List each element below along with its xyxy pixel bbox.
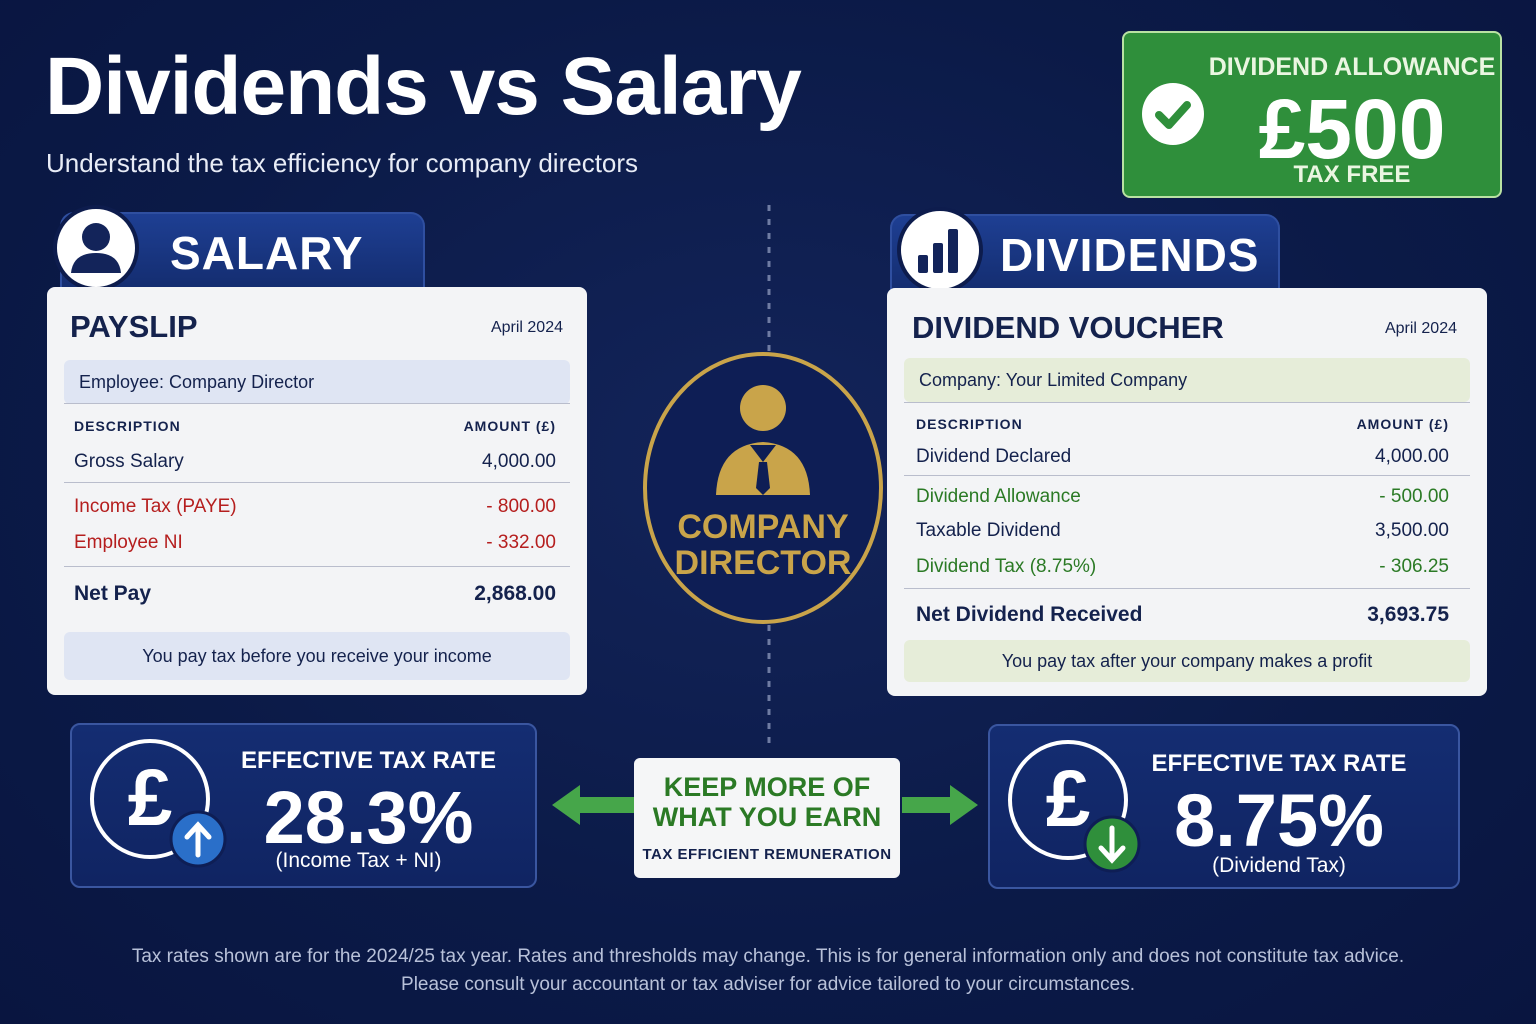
total-row: Net Dividend Received 3,693.75: [916, 600, 1449, 630]
dividends-tab-label: DIVIDENDS: [1000, 229, 1260, 281]
salary-tab-label: SALARY: [170, 227, 364, 279]
row: Dividend Allowance - 500.00: [916, 482, 1449, 512]
row-amount: 3,500.00: [1375, 520, 1449, 541]
person-glyph: [71, 223, 121, 273]
col-amount: AMOUNT (£): [463, 418, 556, 434]
person-icon: [53, 205, 139, 291]
row: Gross Salary 4,000.00: [74, 447, 556, 477]
footer-line: Tax rates shown are for the 2024/25 tax …: [131, 946, 1405, 967]
separator: [904, 402, 1470, 403]
salary-rate: £ EFFECTIVE TAX RATE 28.3% (Income Tax +…: [70, 723, 537, 888]
dividend-voucher: DIVIDEND VOUCHER April 2024 Company: You…: [887, 288, 1487, 696]
pound-down-icon: £: [1008, 740, 1141, 873]
chart-icon: [897, 207, 983, 293]
chart-glyph: [918, 229, 958, 273]
banner-sub: TAX EFFICIENT REMUNERATION: [642, 846, 892, 863]
rate-note: (Dividend Tax): [1212, 854, 1346, 877]
doc-date: April 2024: [490, 319, 563, 336]
banner-line: WHAT YOU EARN: [652, 802, 882, 832]
col-desc: DESCRIPTION: [74, 418, 181, 434]
total-label: Net Pay: [74, 582, 152, 605]
doc-title: PAYSLIP: [70, 309, 198, 344]
total-label: Net Dividend Received: [916, 603, 1143, 626]
separator: [904, 475, 1470, 476]
rate-note: (Income Tax + NI): [275, 849, 442, 872]
row-amount: - 800.00: [486, 496, 556, 517]
col-amount: AMOUNT (£): [1356, 416, 1449, 432]
row-label: Dividend Tax (8.75%): [916, 556, 1097, 577]
rate-heading: EFFECTIVE TAX RATE: [1151, 750, 1407, 777]
title: Dividends vs Salary: [45, 41, 802, 132]
director-label: COMPANY: [677, 508, 849, 546]
row-amount: - 332.00: [486, 532, 556, 553]
arrows: [552, 785, 978, 825]
party: Employee: Company Director: [64, 360, 570, 404]
separator: [64, 566, 570, 567]
col-desc: DESCRIPTION: [916, 416, 1023, 432]
footer-line: Please consult your accountant or tax ad…: [401, 974, 1135, 995]
separator: [64, 403, 570, 404]
separator: [64, 482, 570, 483]
allowance-heading: DIVIDEND ALLOWANCE: [1208, 53, 1496, 81]
svg-text:£: £: [128, 753, 173, 842]
doc-title: DIVIDEND VOUCHER: [912, 310, 1224, 345]
doc-date: April 2024: [1384, 320, 1457, 337]
table-header: DESCRIPTION AMOUNT (£): [74, 418, 556, 434]
allowance-badge: DIVIDEND ALLOWANCE £500 TAX FREE: [1122, 31, 1502, 198]
banner: KEEP MORE OF WHAT YOU EARN TAX EFFICIENT…: [634, 758, 900, 878]
row-amount: - 306.25: [1379, 556, 1449, 577]
rate-value: 8.75%: [1174, 779, 1384, 862]
row: Employee NI - 332.00: [74, 528, 556, 558]
row-amount: 4,000.00: [482, 451, 556, 472]
row-label: Taxable Dividend: [916, 520, 1061, 541]
row: Dividend Tax (8.75%) - 306.25: [916, 552, 1449, 582]
note: You pay tax after your company makes a p…: [904, 640, 1470, 682]
banner-line: KEEP MORE OF: [663, 772, 871, 802]
footer: Tax rates shown are for the 2024/25 tax …: [0, 943, 1536, 999]
rate-heading: EFFECTIVE TAX RATE: [240, 747, 497, 774]
svg-text:£: £: [1046, 754, 1091, 843]
note: You pay tax before you receive your inco…: [64, 632, 570, 680]
allowance-note: TAX FREE: [1293, 161, 1411, 188]
row-amount: - 500.00: [1379, 486, 1449, 507]
director-label: DIRECTOR: [675, 544, 852, 582]
row: Income Tax (PAYE) - 800.00: [74, 492, 556, 522]
director-emblem: COMPANY DIRECTOR: [643, 352, 883, 624]
total-row: Net Pay 2,868.00: [74, 579, 556, 609]
rate-value: 28.3%: [263, 776, 474, 859]
row: Dividend Declared 4,000.00: [916, 442, 1449, 472]
row-amount: 4,000.00: [1375, 446, 1449, 467]
total-amount: 2,868.00: [474, 582, 556, 605]
total-amount: 3,693.75: [1367, 603, 1449, 626]
party: Company: Your Limited Company: [904, 358, 1470, 402]
payslip: PAYSLIP April 2024 Employee: Company Dir…: [47, 287, 587, 695]
check-icon: [1142, 83, 1204, 145]
row-label: Gross Salary: [74, 451, 184, 472]
subtitle: Understand the tax efficiency for compan…: [46, 148, 639, 178]
row-label: Income Tax (PAYE): [74, 496, 237, 517]
dividend-rate: £ EFFECTIVE TAX RATE 8.75% (Dividend Tax…: [988, 724, 1460, 889]
row-label: Dividend Allowance: [916, 486, 1081, 507]
table-header: DESCRIPTION AMOUNT (£): [916, 416, 1449, 432]
row-label: Dividend Declared: [916, 446, 1072, 467]
row-label: Employee NI: [74, 532, 183, 553]
allowance-amount: £500: [1258, 82, 1446, 176]
row: Taxable Dividend 3,500.00: [916, 516, 1449, 546]
separator: [904, 588, 1470, 589]
pound-up-icon: £: [90, 739, 227, 868]
